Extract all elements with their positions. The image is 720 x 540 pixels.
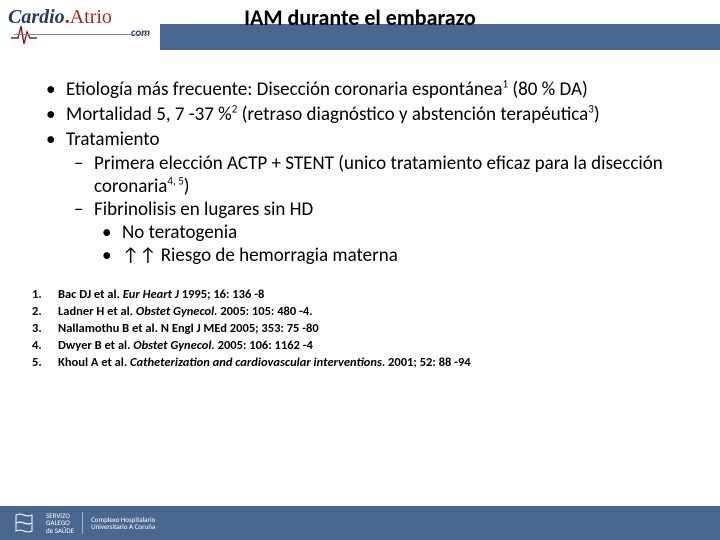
bullet-treatment: Tratamiento Primera elección ACTP + STEN… bbox=[38, 128, 682, 267]
ref-1: 1.Bac DJ et al. Eur Heart J 1995; 16: 13… bbox=[32, 287, 688, 304]
bullet-fibrinolisis: Fibrinolisis en lugares sin HD No terato… bbox=[66, 198, 682, 268]
cardioatrio-logo: Cardio.Atrio com bbox=[8, 6, 158, 50]
sergas-icon bbox=[10, 511, 38, 535]
ref-2: 2.Ladner H et al. Obstet Gynecol. 2005: … bbox=[32, 304, 688, 321]
ref-4: 4.Dwyer B et al. Obstet Gynecol. 2005: 1… bbox=[32, 338, 688, 355]
slide-content: Etiología más frecuente: Disección coron… bbox=[0, 58, 720, 267]
slide-header: IAM durante el embarazo Cardio.Atrio com bbox=[0, 0, 720, 58]
bullet-riesgo-hemorragia: ↑↑ Riesgo de hemorragia materna bbox=[94, 244, 682, 267]
bullet-no-teratogenia: No teratogenia bbox=[94, 221, 682, 244]
ref-5: 5.Khoul A et al. Catheterization and car… bbox=[32, 355, 688, 372]
bullet-actp-stent: Primera elección ACTP + STENT (unico tra… bbox=[66, 152, 682, 198]
references: 1.Bac DJ et al. Eur Heart J 1995; 16: 13… bbox=[0, 269, 720, 371]
logo-atrio-text: Atrio bbox=[70, 6, 112, 28]
ref-3: 3.Nallamothu B et al. N Engl J MEd 2005;… bbox=[32, 321, 688, 338]
logo-divider bbox=[14, 34, 149, 35]
footer-org-sergas: SERVIZO GALEGO de SAÚDE bbox=[46, 512, 83, 534]
bullet-mortality: Mortalidad 5, 7 -37 %2 (retraso diagnóst… bbox=[38, 103, 682, 126]
footer-org-chuac: Complexo Hospitalario Universitario A Co… bbox=[91, 516, 155, 531]
slide-footer: SERVIZO GALEGO de SAÚDE Complexo Hospita… bbox=[0, 506, 720, 540]
bullet-etiology: Etiología más frecuente: Disección coron… bbox=[38, 78, 682, 101]
